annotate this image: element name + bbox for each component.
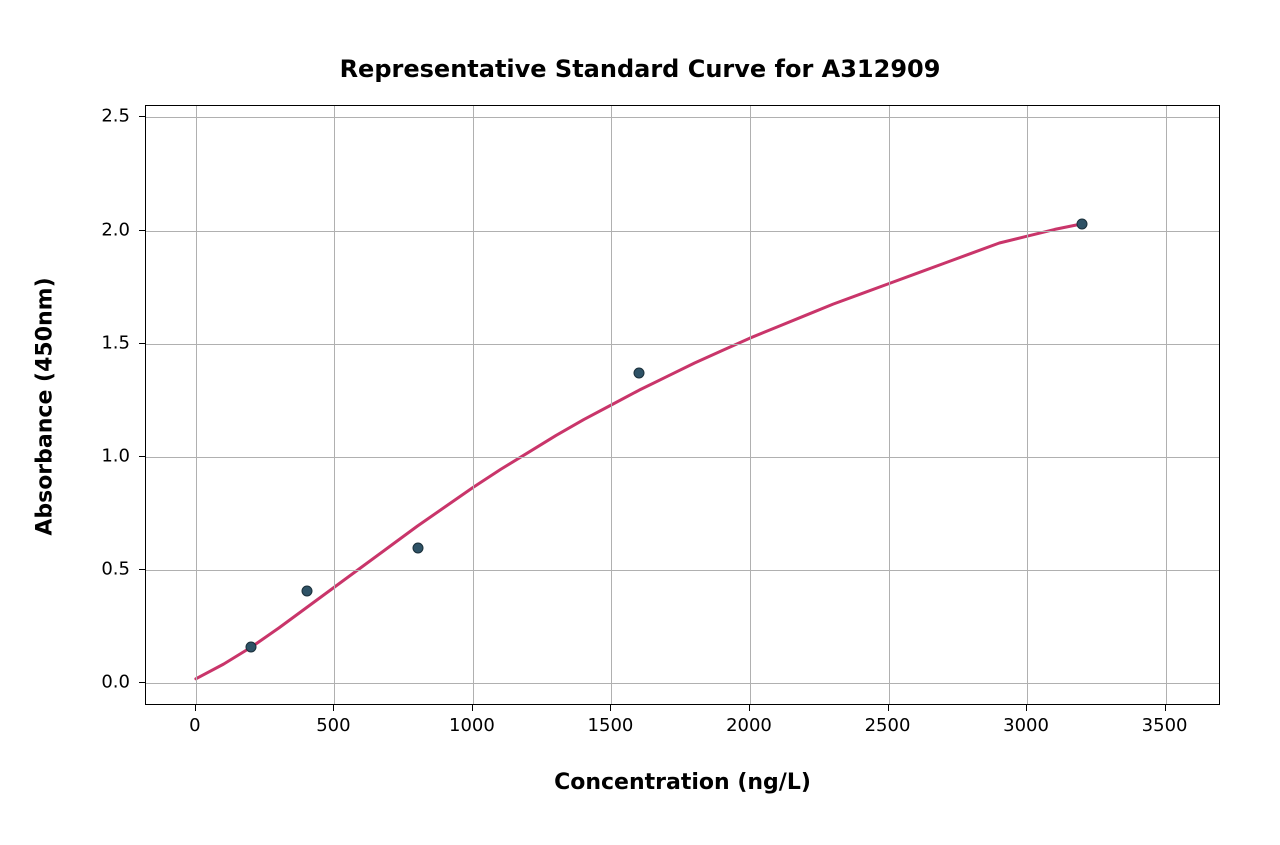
y-tick-label: 2.0 xyxy=(101,219,130,240)
y-tick-label: 0.0 xyxy=(101,672,130,693)
y-tick-label: 0.5 xyxy=(101,559,130,580)
y-tick-label: 1.0 xyxy=(101,445,130,466)
grid-line-vertical xyxy=(1166,106,1167,704)
x-tick xyxy=(888,705,889,711)
y-tick xyxy=(139,456,145,457)
x-tick-label: 3500 xyxy=(1142,715,1188,736)
x-axis-label: Concentration (ng/L) xyxy=(145,770,1220,795)
y-tick xyxy=(139,569,145,570)
x-tick xyxy=(195,705,196,711)
grid-line-vertical xyxy=(611,106,612,704)
grid-line-vertical xyxy=(750,106,751,704)
curve-line xyxy=(146,106,1219,704)
grid-line-vertical xyxy=(196,106,197,704)
y-tick xyxy=(139,682,145,683)
x-tick xyxy=(1026,705,1027,711)
x-tick-label: 2000 xyxy=(726,715,772,736)
x-tick-label: 1500 xyxy=(588,715,634,736)
plot-area xyxy=(145,105,1220,705)
y-tick xyxy=(139,116,145,117)
data-point xyxy=(246,642,257,653)
x-tick xyxy=(610,705,611,711)
data-point xyxy=(412,542,423,553)
x-tick xyxy=(333,705,334,711)
chart-container: Representative Standard Curve for A31290… xyxy=(0,0,1280,845)
y-tick xyxy=(139,230,145,231)
grid-line-horizontal xyxy=(146,570,1219,571)
x-tick xyxy=(749,705,750,711)
grid-line-horizontal xyxy=(146,683,1219,684)
y-axis-label: Absorbance (450nm) xyxy=(33,107,58,707)
y-tick-label: 2.5 xyxy=(101,106,130,127)
curve-path xyxy=(196,224,1083,679)
y-tick-label: 1.5 xyxy=(101,332,130,353)
x-tick-label: 0 xyxy=(189,715,200,736)
data-point xyxy=(634,368,645,379)
grid-line-vertical xyxy=(334,106,335,704)
grid-line-vertical xyxy=(1027,106,1028,704)
data-point xyxy=(301,585,312,596)
grid-line-vertical xyxy=(473,106,474,704)
x-tick-label: 1000 xyxy=(449,715,495,736)
grid-line-horizontal xyxy=(146,231,1219,232)
x-tick-label: 3000 xyxy=(1003,715,1049,736)
x-tick-label: 500 xyxy=(316,715,350,736)
grid-line-vertical xyxy=(889,106,890,704)
x-tick-label: 2500 xyxy=(865,715,911,736)
data-point xyxy=(1077,218,1088,229)
y-tick xyxy=(139,343,145,344)
x-tick xyxy=(472,705,473,711)
grid-line-horizontal xyxy=(146,344,1219,345)
chart-title: Representative Standard Curve for A31290… xyxy=(0,55,1280,83)
grid-line-horizontal xyxy=(146,117,1219,118)
grid-line-horizontal xyxy=(146,457,1219,458)
x-tick xyxy=(1165,705,1166,711)
